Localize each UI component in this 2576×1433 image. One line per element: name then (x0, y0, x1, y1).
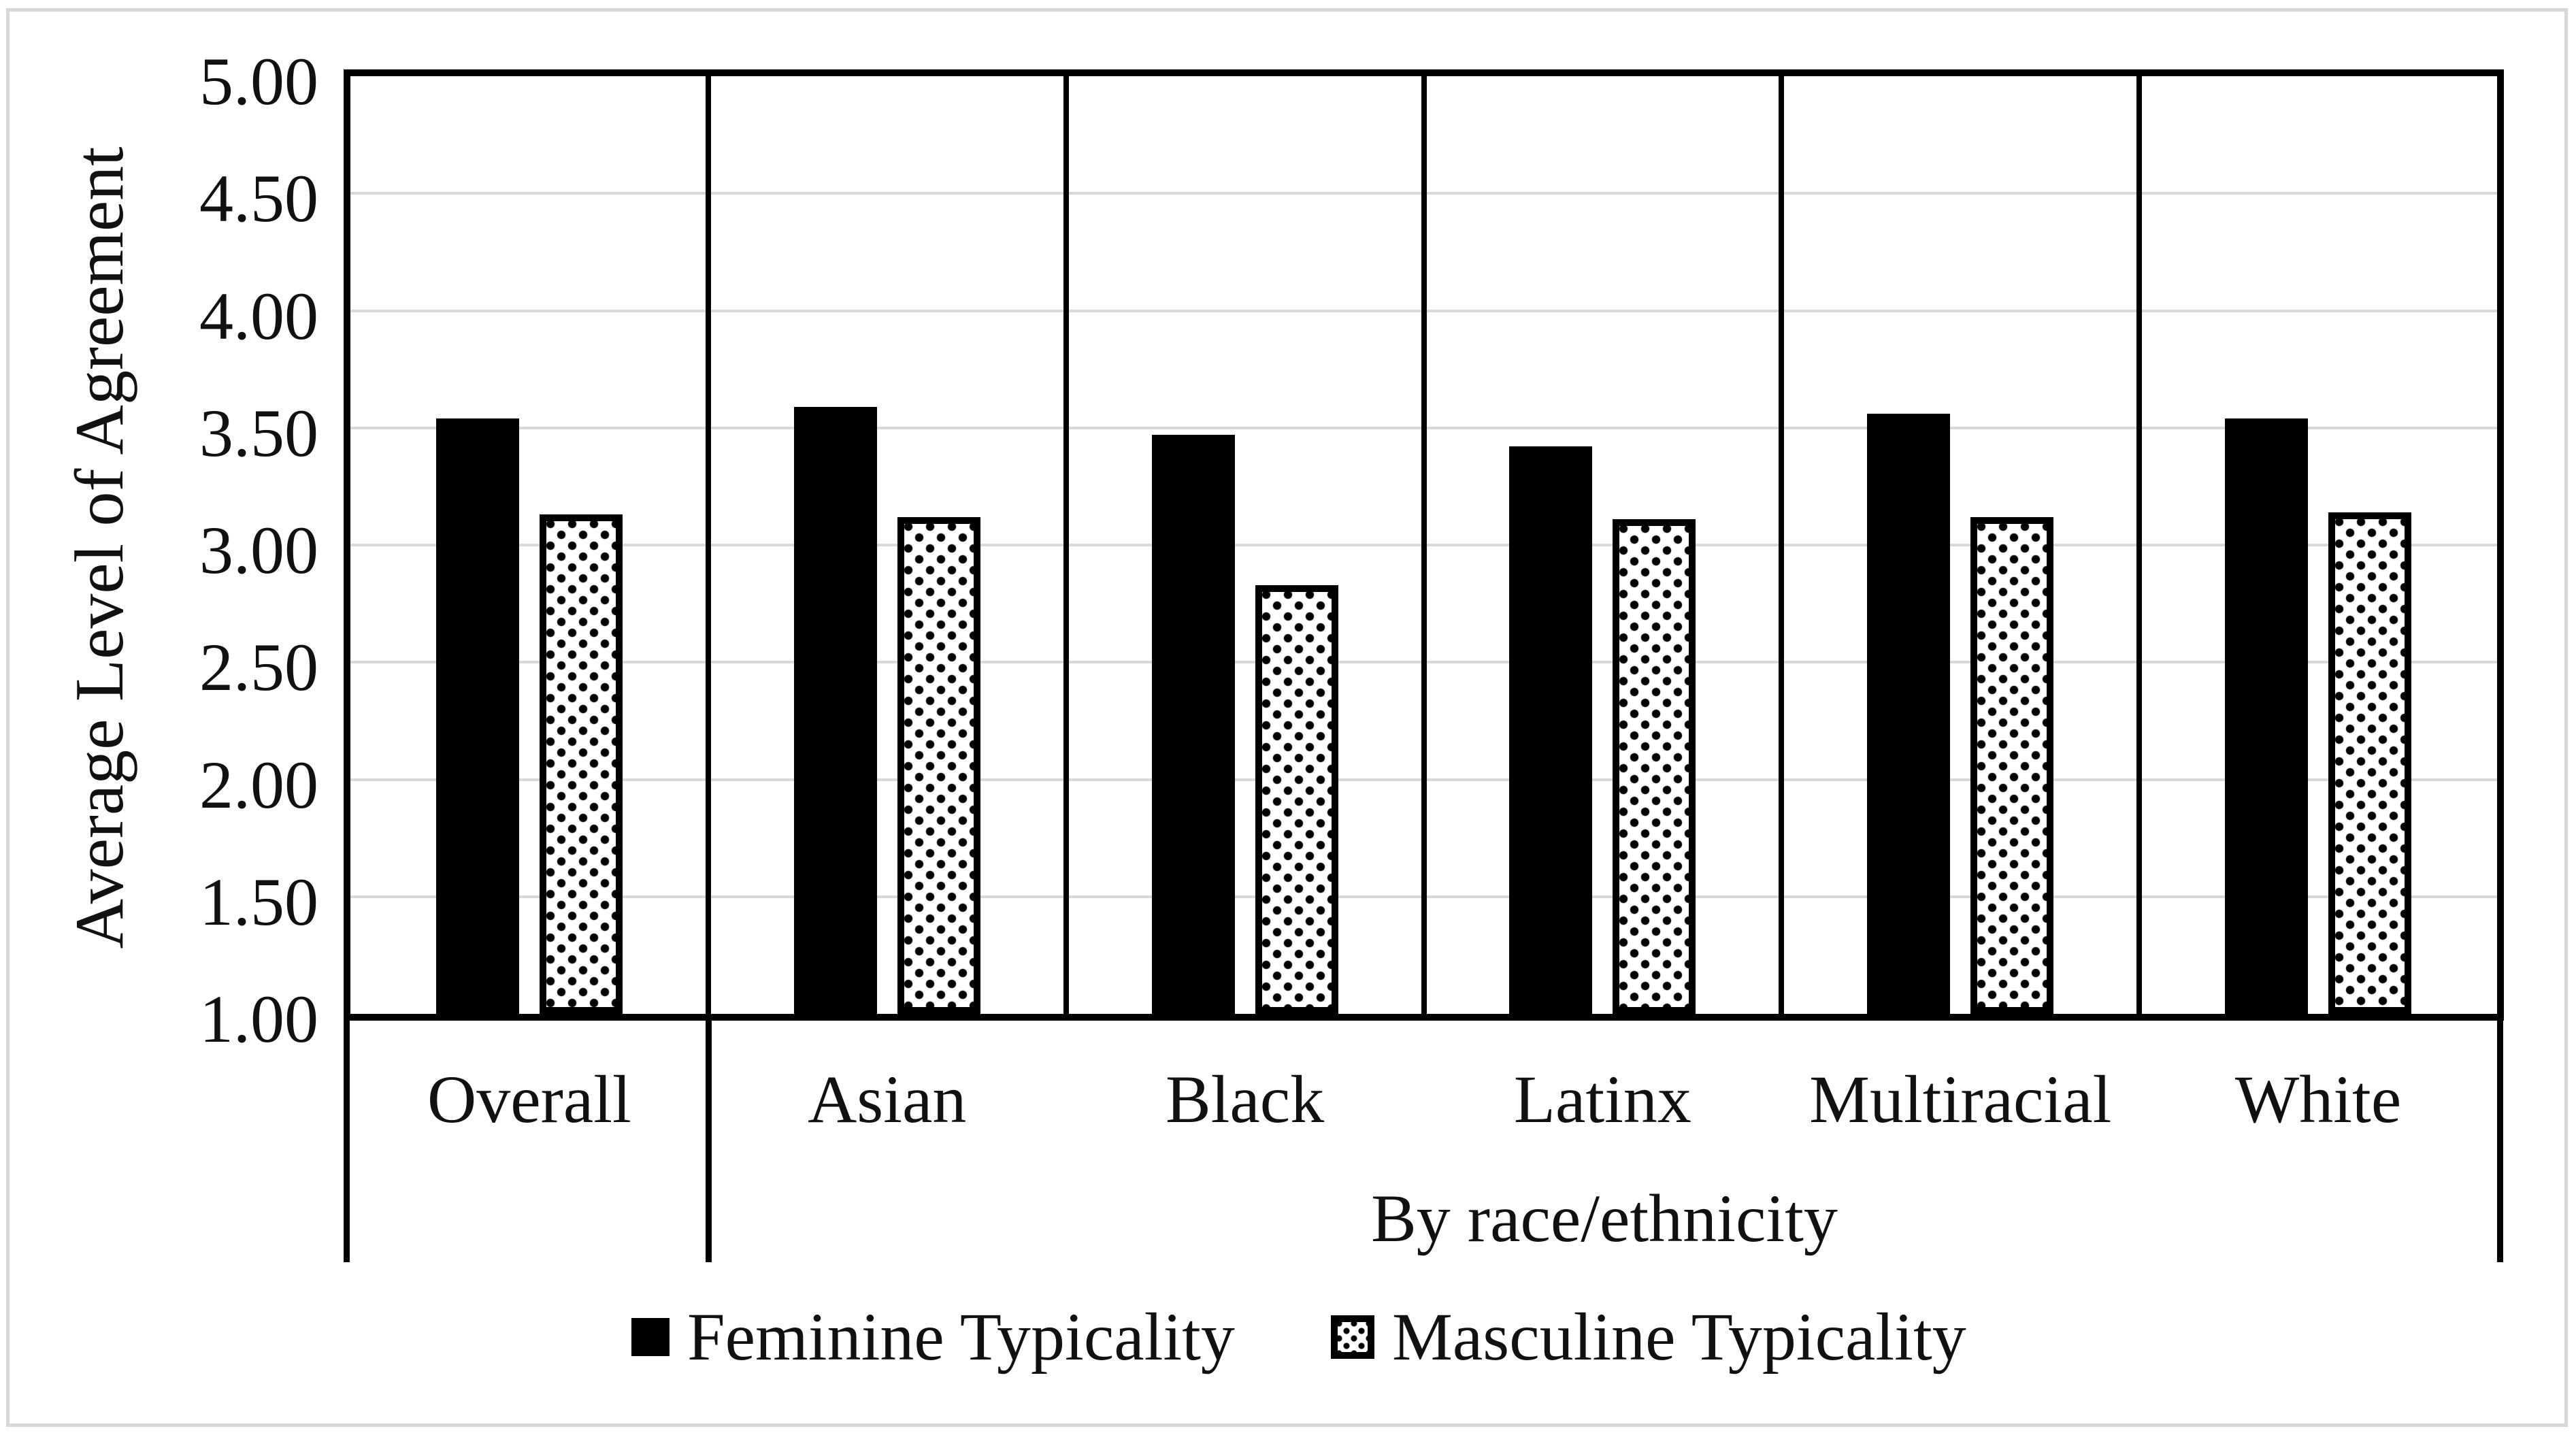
bar-feminine-typicality-latinx (1509, 446, 1593, 1014)
category-separator-line (705, 76, 711, 1014)
y-tick-label: 3.00 (199, 512, 318, 588)
category-separator-line (2136, 76, 2143, 1014)
y-tick-label: 2.50 (199, 629, 318, 706)
plot-border (344, 69, 2504, 1021)
y-tick-label: 5.00 (199, 44, 318, 119)
bar-masculine-typicality-white (2328, 512, 2412, 1014)
y-tick-label: 2.00 (199, 746, 318, 823)
category-separator-line (1421, 76, 1427, 1014)
legend-item-feminine-typicality: Feminine Typicality (631, 1294, 1235, 1379)
bar-masculine-typicality-asian (897, 516, 980, 1014)
category-group-divider-line (2497, 1014, 2503, 1262)
category-label-white: White (2234, 1061, 2402, 1137)
category-group-divider-line (344, 1014, 350, 1262)
category-separator-line (1779, 76, 1785, 1014)
y-tick-label: 1.50 (199, 863, 318, 940)
x-axis-group-label: By race/ethnicity (1371, 1181, 1838, 1256)
bar-feminine-typicality-asian (793, 406, 877, 1014)
y-tick-label: 1.00 (199, 981, 318, 1057)
bar-masculine-typicality-multiracial (1970, 516, 2054, 1014)
bar-feminine-typicality-black (1151, 435, 1235, 1014)
category-group-divider-line (705, 1014, 712, 1262)
y-tick-label: 4.50 (199, 161, 318, 237)
category-separator-line (1063, 76, 1069, 1014)
y-tick-label: 3.50 (199, 395, 318, 471)
category-label-latinx: Latinx (1513, 1061, 1691, 1137)
category-label-black: Black (1165, 1061, 1325, 1137)
legend-label: Feminine Typicality (687, 1299, 1235, 1374)
legend-item-masculine-typicality: Masculine Typicality (1331, 1294, 1966, 1379)
bar-feminine-typicality-multiracial (1867, 414, 1951, 1014)
bar-masculine-typicality-overall (539, 514, 623, 1014)
category-label-multiracial: Multiracial (1809, 1061, 2112, 1137)
bar-masculine-typicality-latinx (1613, 519, 1696, 1014)
category-label-asian: Asian (808, 1061, 967, 1137)
bar-feminine-typicality-overall (435, 418, 519, 1014)
plot-area (344, 69, 2504, 1021)
legend-label: Masculine Typicality (1392, 1299, 1966, 1374)
bar-masculine-typicality-black (1255, 584, 1338, 1014)
figure-border (6, 8, 2568, 1427)
feminine-typicality-swatch-icon (631, 1317, 670, 1356)
bar-feminine-typicality-white (2225, 418, 2309, 1014)
category-label-overall: Overall (427, 1061, 631, 1137)
masculine-typicality-swatch-icon (1331, 1315, 1374, 1359)
y-tick-label: 4.00 (199, 278, 318, 354)
